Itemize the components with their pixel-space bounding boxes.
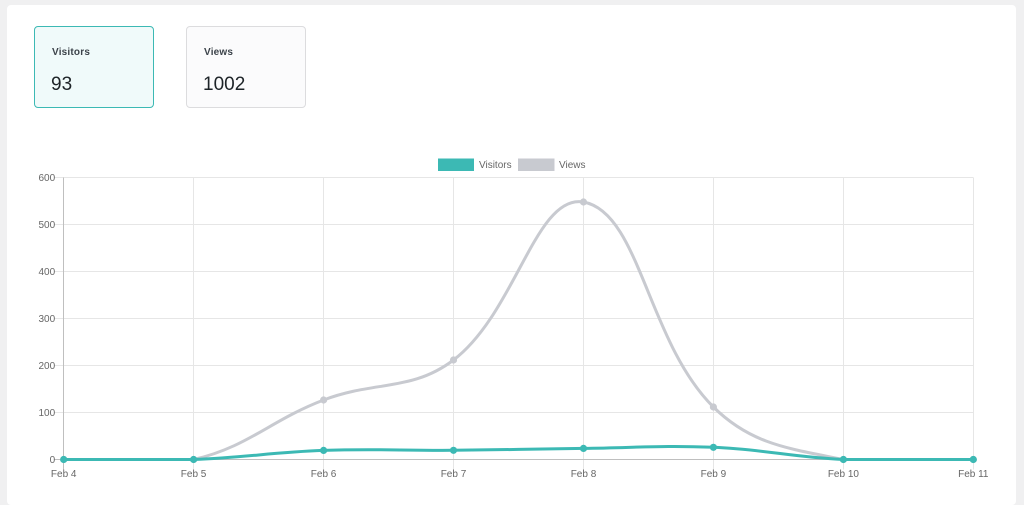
svg-text:Feb 10: Feb 10 (828, 469, 860, 480)
svg-text:Visitors: Visitors (479, 160, 512, 171)
svg-text:Feb 9: Feb 9 (701, 469, 727, 480)
svg-text:Feb 4: Feb 4 (51, 469, 77, 480)
svg-text:Feb 8: Feb 8 (571, 469, 597, 480)
svg-text:500: 500 (39, 220, 56, 231)
svg-text:Feb 11: Feb 11 (958, 469, 989, 480)
svg-text:600: 600 (39, 173, 56, 184)
svg-text:100: 100 (39, 408, 56, 419)
svg-text:200: 200 (39, 361, 56, 372)
svg-text:Feb 7: Feb 7 (441, 469, 467, 480)
svg-text:Views: Views (559, 160, 586, 171)
svg-text:Feb 5: Feb 5 (181, 469, 207, 480)
svg-text:0: 0 (50, 455, 56, 466)
svg-text:400: 400 (39, 267, 56, 278)
svg-text:Feb 6: Feb 6 (311, 469, 337, 480)
svg-text:300: 300 (39, 314, 56, 325)
